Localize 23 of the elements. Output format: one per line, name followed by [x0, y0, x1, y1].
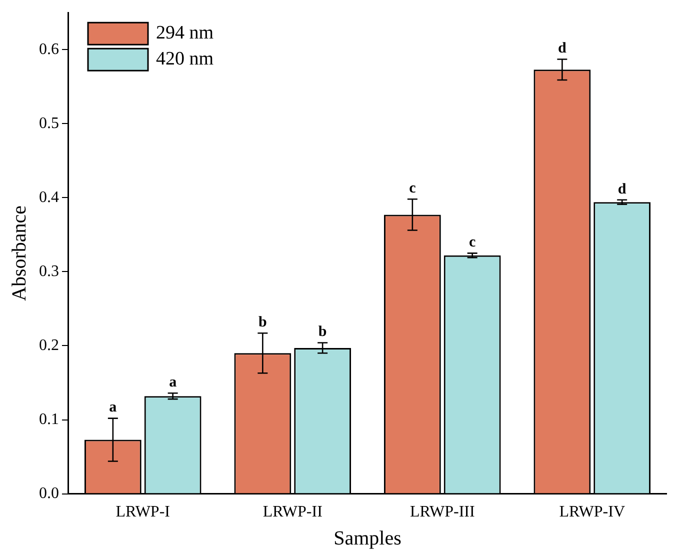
- data-label: a: [169, 374, 178, 390]
- data-label: c: [468, 234, 476, 251]
- y-tick-label: 0.2: [39, 336, 59, 354]
- data-label: b: [258, 314, 267, 331]
- data-label: c: [409, 180, 416, 197]
- y-tick-label: 0.1: [39, 410, 59, 428]
- x-tick-label: LRWP-IV: [559, 504, 626, 521]
- legend-label: 294 nm: [156, 22, 214, 44]
- data-label: b: [318, 324, 327, 340]
- y-tick-label: 0.4: [39, 188, 59, 206]
- x-tick-label: LRWP-II: [262, 504, 322, 521]
- data-label: d: [618, 181, 627, 198]
- y-axis-title: Absorbance: [8, 205, 30, 301]
- x-tick-label: LRWP-III: [410, 504, 475, 521]
- legend-label: 420 nm: [156, 48, 214, 70]
- y-tick-label: 0.3: [39, 262, 59, 280]
- data-label: a: [109, 400, 118, 416]
- y-tick-label: 0.5: [39, 114, 59, 132]
- data-label: d: [558, 40, 568, 57]
- x-tick-label: LRWP-I: [116, 504, 170, 521]
- y-tick-label: 0.0: [39, 485, 59, 502]
- x-axis-title: Samples: [334, 527, 402, 550]
- y-tick-label: 0.6: [39, 40, 59, 58]
